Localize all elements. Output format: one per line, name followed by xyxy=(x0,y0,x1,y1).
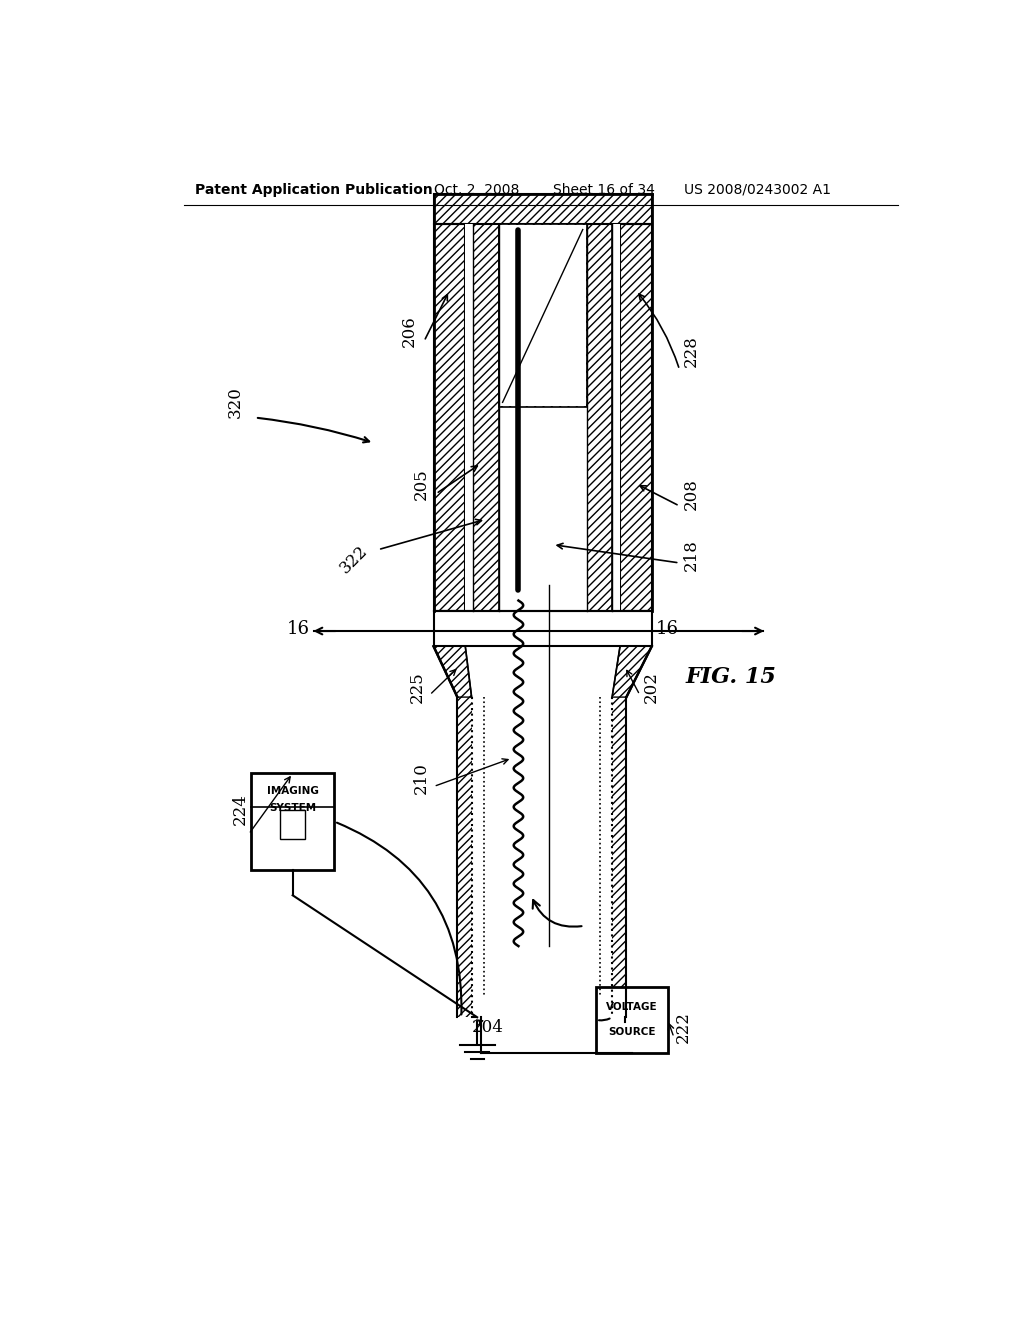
Text: 208: 208 xyxy=(683,478,700,510)
Text: Sheet 16 of 34: Sheet 16 of 34 xyxy=(553,183,654,197)
Text: VOLTAGE: VOLTAGE xyxy=(606,1002,657,1011)
Bar xyxy=(620,611,651,647)
Bar xyxy=(500,226,586,407)
Text: 206: 206 xyxy=(401,315,418,347)
Text: US 2008/0243002 A1: US 2008/0243002 A1 xyxy=(684,183,830,197)
Bar xyxy=(458,697,472,1018)
Bar xyxy=(612,224,621,611)
Text: SOURCE: SOURCE xyxy=(608,1027,655,1036)
Text: 225: 225 xyxy=(410,671,426,702)
Text: 222: 222 xyxy=(675,1011,692,1043)
Text: 210: 210 xyxy=(413,763,430,795)
Text: 320: 320 xyxy=(226,387,244,418)
Bar xyxy=(251,774,334,870)
Bar xyxy=(587,224,612,611)
Text: 16: 16 xyxy=(287,620,310,638)
Text: FIG. 15: FIG. 15 xyxy=(686,665,776,688)
Bar xyxy=(499,224,587,408)
Bar xyxy=(433,224,465,611)
Bar xyxy=(465,224,473,611)
FancyArrowPatch shape xyxy=(532,900,582,927)
Text: 218: 218 xyxy=(683,539,700,570)
Text: 322: 322 xyxy=(337,543,372,577)
Text: Patent Application Publication: Patent Application Publication xyxy=(196,183,433,197)
Text: 228: 228 xyxy=(683,335,700,367)
Text: 224: 224 xyxy=(232,793,249,825)
Text: 16: 16 xyxy=(656,620,679,638)
Bar xyxy=(433,611,465,647)
Text: IMAGING: IMAGING xyxy=(266,785,318,796)
Text: 205: 205 xyxy=(413,467,430,499)
Bar xyxy=(433,194,652,224)
Text: SYSTEM: SYSTEM xyxy=(269,803,316,813)
Bar xyxy=(281,810,305,840)
Text: 202: 202 xyxy=(643,671,660,702)
Text: Oct. 2, 2008: Oct. 2, 2008 xyxy=(433,183,519,197)
Bar xyxy=(499,224,587,611)
Text: 204: 204 xyxy=(472,1019,504,1036)
Bar xyxy=(596,987,668,1053)
Bar xyxy=(433,611,652,647)
Bar xyxy=(620,224,651,611)
Bar xyxy=(612,697,627,1018)
Bar xyxy=(473,224,499,611)
